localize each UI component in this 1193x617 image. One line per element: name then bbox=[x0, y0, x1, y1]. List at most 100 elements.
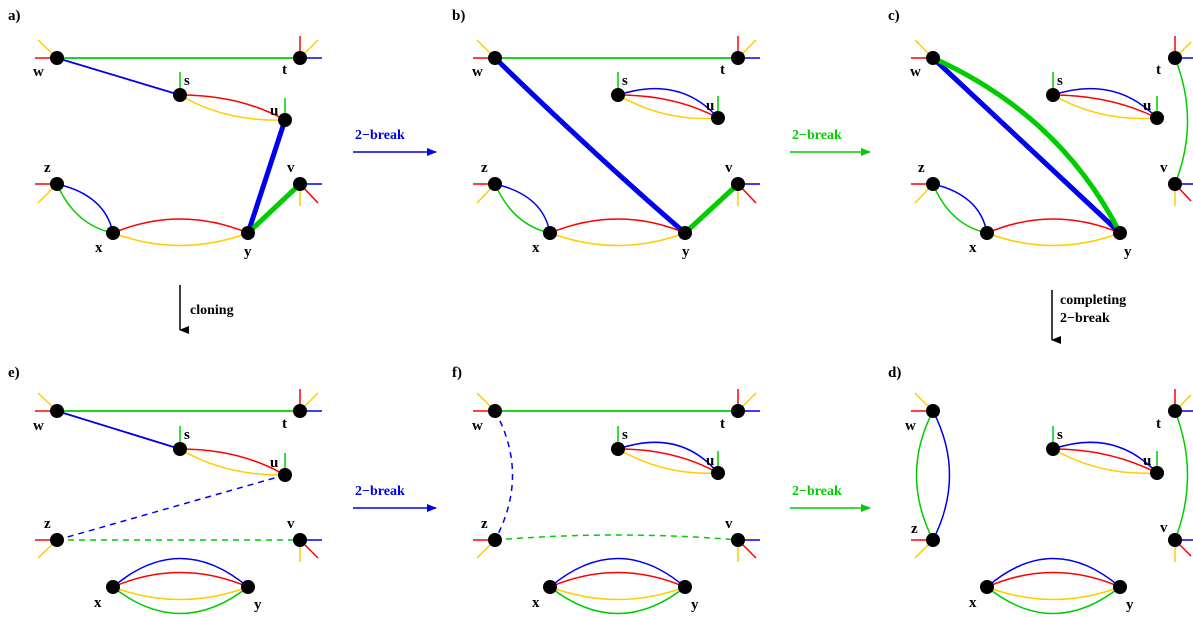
vertex-z bbox=[50, 177, 64, 191]
vertex-label-v: v bbox=[725, 516, 733, 532]
arrow-e-to-f: 2−break bbox=[353, 484, 437, 512]
vertex-t bbox=[731, 51, 745, 65]
vertex-label-u: u bbox=[270, 455, 278, 471]
vertex-label-v: v bbox=[1160, 520, 1168, 536]
vertex-v bbox=[1168, 177, 1182, 191]
vertex-label-s: s bbox=[1057, 73, 1063, 89]
vertex-w bbox=[926, 404, 940, 418]
vertex-x bbox=[980, 580, 994, 594]
edge-s-u-yellow bbox=[1052, 94, 1158, 120]
arrow-a-to-b: 2−break bbox=[353, 128, 437, 156]
op-label-a-to-e: cloning bbox=[190, 303, 234, 318]
edge-z-x-green bbox=[932, 183, 988, 234]
vertex-y bbox=[241, 226, 255, 240]
vertex-x bbox=[106, 580, 120, 594]
edge-x-y-red bbox=[986, 571, 1121, 588]
edge-s-u-red bbox=[617, 448, 719, 474]
vertex-label-w: w bbox=[472, 418, 483, 434]
edge-x-y-blue bbox=[112, 557, 249, 588]
vertex-label-z: z bbox=[44, 516, 51, 532]
vertex-label-t: t bbox=[1156, 416, 1161, 432]
vertex-label-u: u bbox=[1143, 98, 1151, 114]
panel-b: b) w t bbox=[452, 8, 760, 260]
vertex-v bbox=[731, 533, 745, 547]
arrow-f-to-d: 2−break bbox=[790, 484, 871, 512]
vertex-label-t: t bbox=[282, 62, 287, 78]
vertex-label-v: v bbox=[287, 160, 295, 176]
vertex-x bbox=[543, 226, 557, 240]
edge-s-u-blue bbox=[1052, 441, 1158, 474]
vertex-u bbox=[278, 468, 292, 482]
edge-s-u-red bbox=[179, 448, 286, 476]
vertex-s bbox=[611, 442, 625, 456]
vertex-z bbox=[926, 177, 940, 191]
edge-z-x-blue bbox=[56, 183, 114, 234]
edge-s-u-blue bbox=[617, 441, 719, 474]
vertex-label-t: t bbox=[1156, 62, 1161, 78]
edge-x-y-yellow bbox=[549, 232, 686, 247]
vertex-z bbox=[488, 533, 502, 547]
vertex-v bbox=[731, 177, 745, 191]
edge-z-v-dashed bbox=[494, 534, 739, 541]
vertex-label-w: w bbox=[910, 64, 921, 80]
vertex-z bbox=[488, 177, 502, 191]
vertex-u bbox=[1150, 466, 1164, 480]
vertex-u bbox=[1150, 111, 1164, 125]
edge-z-x-blue bbox=[932, 183, 988, 234]
vertex-t bbox=[1168, 51, 1182, 65]
vertex-label-y: y bbox=[1126, 597, 1134, 613]
op-label-f-to-d: 2−break bbox=[792, 484, 842, 499]
vertex-label-w: w bbox=[905, 418, 916, 434]
edge-x-y-yellow bbox=[986, 586, 1121, 601]
op-label-c-to-d-line2: 2−break bbox=[1060, 311, 1110, 326]
panel-e: e) w t bbox=[8, 365, 322, 615]
vertex-label-y: y bbox=[254, 597, 262, 613]
edge-s-u-blue bbox=[1052, 88, 1158, 119]
edge-x-y-blue bbox=[549, 557, 686, 588]
vertex-label-z: z bbox=[481, 160, 488, 176]
vertex-label-x: x bbox=[969, 595, 977, 611]
edge-w-z-blue bbox=[932, 410, 951, 541]
vertex-label-s: s bbox=[1057, 427, 1063, 443]
vertex-x bbox=[106, 226, 120, 240]
edge-w-y-bold-blue bbox=[931, 56, 1122, 235]
edge-z-x-green bbox=[494, 183, 551, 234]
vertex-label-x: x bbox=[532, 240, 540, 256]
vertex-v bbox=[1168, 533, 1182, 547]
vertex-label-u: u bbox=[706, 453, 714, 469]
vertex-label-y: y bbox=[244, 244, 252, 260]
edge-x-y-red bbox=[986, 218, 1121, 234]
panel-c: c) w t bbox=[888, 8, 1193, 260]
vertex-label-z: z bbox=[481, 516, 488, 532]
panel-d-label: d) bbox=[888, 365, 901, 381]
vertex-label-t: t bbox=[720, 62, 725, 78]
vertex-s bbox=[1046, 88, 1060, 102]
edge-t-v-green bbox=[1174, 57, 1189, 185]
edge-s-u-red bbox=[1052, 448, 1158, 474]
panel-b-label: b) bbox=[452, 8, 465, 24]
edge-s-u-red bbox=[617, 94, 719, 119]
panel-f: f) w t bbox=[452, 365, 760, 615]
vertex-label-y: y bbox=[691, 597, 699, 613]
vertex-label-x: x bbox=[94, 595, 102, 611]
edge-x-y-yellow bbox=[112, 586, 249, 601]
vertex-label-v: v bbox=[725, 160, 733, 176]
vertex-u bbox=[711, 111, 725, 125]
vertex-label-z: z bbox=[918, 160, 925, 176]
vertex-label-v: v bbox=[1160, 160, 1168, 176]
arrow-c-to-d: completing 2−break bbox=[1051, 290, 1126, 344]
edge-u-z-dashed bbox=[56, 474, 286, 541]
vertex-w bbox=[50, 51, 64, 65]
vertex-label-u: u bbox=[270, 103, 278, 119]
edge-v-y-bold bbox=[246, 182, 302, 235]
vertex-s bbox=[1046, 442, 1060, 456]
edge-x-y-yellow bbox=[986, 232, 1121, 247]
vertex-label-s: s bbox=[184, 73, 190, 89]
edge-x-y-green bbox=[112, 586, 249, 615]
vertex-s bbox=[173, 442, 187, 456]
vertex-x bbox=[543, 580, 557, 594]
op-label-b-to-c: 2−break bbox=[792, 128, 842, 143]
arrow-b-to-c: 2−break bbox=[790, 128, 871, 156]
edge-s-u-yellow bbox=[179, 94, 286, 121]
